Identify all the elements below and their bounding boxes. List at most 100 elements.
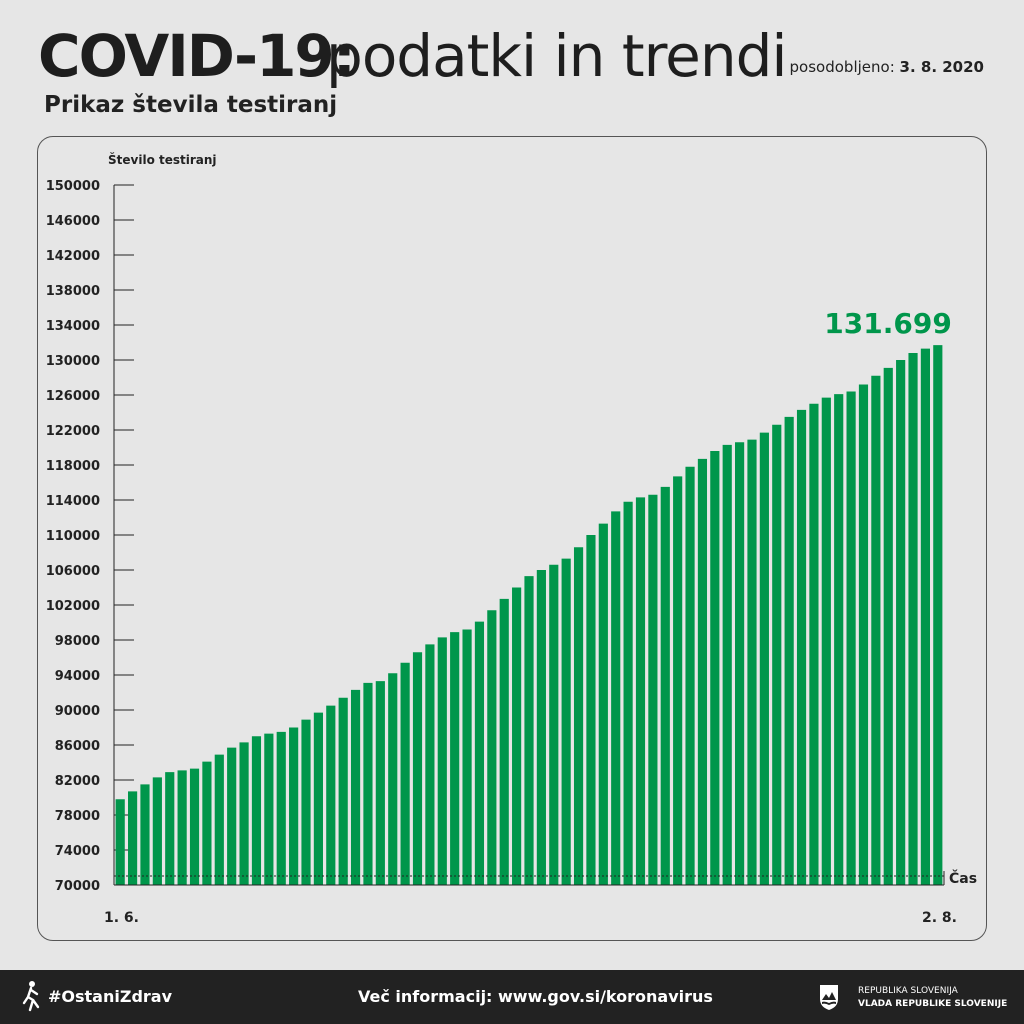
bar-41 bbox=[623, 501, 633, 885]
bar-50 bbox=[735, 442, 745, 885]
bar-21 bbox=[375, 681, 385, 886]
runner-icon bbox=[22, 981, 40, 1012]
x-end-label: 2. 8. bbox=[922, 910, 957, 926]
y-tick-label: 86000 bbox=[55, 739, 100, 754]
bar-18 bbox=[338, 697, 348, 885]
bar-59 bbox=[846, 391, 856, 885]
bar-60 bbox=[858, 384, 869, 885]
bar-24 bbox=[412, 652, 423, 885]
gov-line-1: REPUBLIKA SLOVENIJA bbox=[858, 986, 958, 996]
x-start-label: 1. 6. bbox=[104, 910, 139, 926]
y-tick-label: 106000 bbox=[46, 564, 100, 579]
bar-58 bbox=[834, 394, 844, 886]
page-title: COVID-19: bbox=[38, 22, 356, 90]
bar-3 bbox=[152, 777, 162, 886]
bar-49 bbox=[722, 444, 732, 886]
bar-17 bbox=[326, 705, 336, 886]
bar-6 bbox=[189, 768, 200, 886]
bar-4 bbox=[165, 772, 175, 886]
gov-line-2: VLADA REPUBLIKE SLOVENIJE bbox=[858, 999, 1008, 1009]
y-tick-label: 74000 bbox=[55, 844, 100, 859]
y-tick-label: 138000 bbox=[46, 284, 100, 299]
y-axis-label: Število testiranj bbox=[108, 152, 217, 167]
y-tick-label: 130000 bbox=[46, 354, 100, 369]
government-label: REPUBLIKA SLOVENIJA VLADA REPUBLIKE SLOV… bbox=[858, 985, 1007, 1011]
bar-19 bbox=[350, 689, 361, 886]
y-tick-label: 122000 bbox=[46, 424, 100, 439]
update-date: posodobljeno: 3. 8. 2020 bbox=[790, 58, 984, 76]
y-tick-label: 146000 bbox=[46, 214, 100, 229]
bar-38 bbox=[586, 535, 596, 885]
bar-53 bbox=[772, 424, 782, 885]
bar-23 bbox=[400, 662, 410, 885]
bar-54 bbox=[784, 416, 794, 885]
bar-11 bbox=[251, 736, 262, 885]
bar-57 bbox=[821, 397, 831, 886]
y-tick-label: 70000 bbox=[55, 879, 100, 894]
bar-36 bbox=[561, 558, 571, 886]
bar-62 bbox=[883, 367, 893, 886]
bar-65 bbox=[920, 348, 930, 886]
bar-34 bbox=[536, 570, 546, 885]
bar-8 bbox=[214, 754, 224, 886]
coat-of-arms-icon bbox=[820, 985, 838, 1010]
bar-12 bbox=[264, 733, 274, 886]
y-tick-label: 102000 bbox=[46, 599, 100, 614]
y-tick-label: 134000 bbox=[46, 319, 100, 334]
bar-39 bbox=[598, 523, 608, 886]
bar-5 bbox=[177, 770, 187, 886]
bar-22 bbox=[388, 673, 398, 885]
bar-48 bbox=[710, 451, 720, 885]
bar-61 bbox=[871, 375, 881, 885]
bar-46 bbox=[685, 466, 695, 885]
y-tick-label: 118000 bbox=[46, 459, 100, 474]
chart-panel: Število testiranj 70000 74000 78000 82000 860… bbox=[37, 136, 987, 941]
bar-1 bbox=[128, 791, 138, 886]
bar-64 bbox=[908, 353, 918, 885]
hashtag: #OstaniZdrav bbox=[48, 987, 173, 1006]
bar-32 bbox=[512, 587, 522, 885]
more-info-link[interactable]: Več informacij: www.gov.si/koronavirus bbox=[358, 987, 713, 1006]
bar-27 bbox=[450, 632, 460, 886]
bar-15 bbox=[301, 719, 311, 886]
bar-40 bbox=[611, 511, 621, 885]
bar-0 bbox=[115, 799, 125, 885]
bar-66 bbox=[933, 345, 943, 885]
y-tick-label: 78000 bbox=[55, 809, 100, 824]
bar-31 bbox=[499, 598, 509, 886]
bar-55 bbox=[796, 409, 807, 886]
bar-10 bbox=[239, 742, 249, 886]
y-tick-label: 126000 bbox=[46, 389, 100, 404]
bar-56 bbox=[809, 403, 819, 885]
y-tick-label: 82000 bbox=[55, 774, 100, 789]
bar-63 bbox=[896, 360, 906, 885]
bar-29 bbox=[474, 621, 485, 886]
bar-42 bbox=[635, 497, 646, 886]
page-title-rest: podatki in trendi bbox=[326, 22, 788, 90]
chart-subtitle: Prikaz števila testiranj bbox=[44, 92, 338, 118]
bar-43 bbox=[648, 494, 658, 885]
y-tick-label: 98000 bbox=[55, 634, 100, 649]
bar-chart: Število testiranj 70000 74000 78000 82000 860… bbox=[46, 152, 977, 926]
bar-2 bbox=[140, 784, 150, 886]
bar-51 bbox=[747, 439, 757, 886]
bar-52 bbox=[759, 432, 769, 886]
bar-30 bbox=[487, 610, 497, 885]
highlight-value-label: 131.699 bbox=[824, 307, 952, 340]
bar-16 bbox=[313, 712, 323, 886]
bar-20 bbox=[363, 682, 373, 886]
y-tick-label: 110000 bbox=[46, 529, 100, 544]
y-tick-label: 90000 bbox=[55, 704, 100, 719]
bar-25 bbox=[425, 644, 435, 886]
y-tick-label: 94000 bbox=[55, 669, 100, 684]
bar-7 bbox=[202, 761, 212, 886]
x-axis-label: Čas bbox=[949, 869, 977, 887]
bar-9 bbox=[227, 747, 237, 886]
bar-33 bbox=[524, 576, 534, 886]
bar-37 bbox=[573, 547, 584, 885]
bar-47 bbox=[697, 458, 708, 886]
bar-28 bbox=[462, 629, 472, 885]
update-value: 3. 8. 2020 bbox=[899, 58, 984, 76]
bar-44 bbox=[660, 486, 670, 886]
title-row: COVID-19: podatki in trendi posodobljeno… bbox=[38, 20, 988, 90]
